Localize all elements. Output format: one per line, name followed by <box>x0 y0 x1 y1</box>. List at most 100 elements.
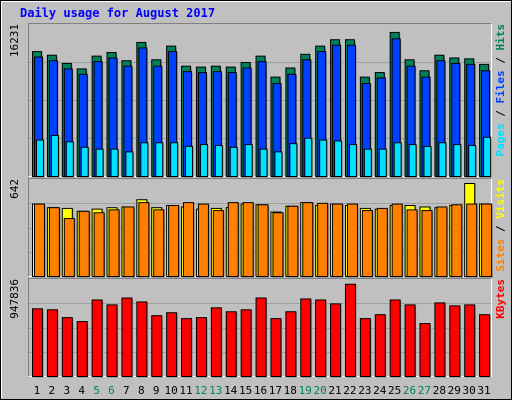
bar-pages-4 <box>80 146 89 178</box>
bar-pages-22 <box>348 144 357 177</box>
bar-kbytes-31 <box>479 314 491 378</box>
bar-pages-12 <box>199 144 208 177</box>
x-tick-label: 5 <box>93 384 100 397</box>
x-tick-label: 23 <box>358 384 371 397</box>
bar-sites-4 <box>78 210 90 277</box>
bar-pages-1 <box>36 139 44 177</box>
panel-kbytes: 947836 KBytes <box>8 278 507 378</box>
bar-pages-18 <box>289 143 298 177</box>
x-tick-label: 9 <box>153 384 160 397</box>
x-tick-label: 14 <box>224 384 238 397</box>
bar-kbytes-18 <box>285 311 297 378</box>
x-tick-label: 13 <box>209 384 222 397</box>
bar-sites-9 <box>153 209 165 277</box>
bar-kbytes-7 <box>121 297 133 377</box>
y-max-label: 947836 <box>8 279 21 319</box>
bar-pages-11 <box>185 145 194 178</box>
bar-pages-23 <box>363 148 372 178</box>
bar-kbytes-29 <box>449 305 461 377</box>
bar-pages-10 <box>170 142 179 177</box>
legend-text: / <box>494 104 507 124</box>
bar-pages-17 <box>274 151 283 178</box>
x-tick-label: 21 <box>328 384 341 397</box>
bar-pages-30 <box>468 144 477 178</box>
bar-kbytes-12 <box>195 317 207 378</box>
bar-sites-3 <box>63 218 75 277</box>
bar-kbytes-6 <box>106 304 118 377</box>
bar-pages-29 <box>453 144 462 177</box>
bar-sites-5 <box>93 212 105 278</box>
bar-sites-2 <box>48 207 60 277</box>
x-tick-label: 30 <box>463 384 476 397</box>
x-tick-label: 16 <box>254 384 267 397</box>
x-tick-label: 28 <box>433 384 446 397</box>
bar-pages-21 <box>334 140 343 177</box>
bar-sites-10 <box>168 205 180 277</box>
bar-pages-13 <box>214 144 223 178</box>
bar-pages-28 <box>438 142 447 177</box>
bar-sites-28 <box>436 206 448 277</box>
x-tick-label: 17 <box>269 384 282 397</box>
legend-text: / <box>494 219 507 239</box>
bar-kbytes-25 <box>389 299 401 377</box>
bar-pages-6 <box>110 148 119 178</box>
series-legend: Pages / Files / Hits <box>494 24 507 157</box>
x-tick-label: 31 <box>477 384 490 397</box>
x-tick-label: 15 <box>239 384 252 397</box>
x-tick-label: 2 <box>49 384 56 397</box>
bar-pages-2 <box>50 134 59 177</box>
x-tick-label: 29 <box>448 384 461 397</box>
bar-kbytes-20 <box>315 299 327 377</box>
bar-sites-1 <box>34 203 45 278</box>
bar-pages-20 <box>319 139 328 177</box>
bar-kbytes-8 <box>136 301 148 378</box>
x-tick-label: 12 <box>194 384 207 397</box>
bar-sites-24 <box>376 207 388 278</box>
chart-title: Daily usage for August 2017 <box>20 6 216 20</box>
x-tick-label: 3 <box>63 384 70 397</box>
bar-sites-27 <box>421 210 433 278</box>
bar-sites-6 <box>108 209 120 277</box>
bar-kbytes-28 <box>434 302 446 377</box>
x-tick-label: 22 <box>343 384 356 397</box>
x-tick-label: 25 <box>388 384 401 397</box>
bar-sites-31 <box>481 203 493 278</box>
bar-kbytes-3 <box>61 317 73 378</box>
bar-kbytes-22 <box>344 283 356 378</box>
legend-text: / <box>494 51 507 71</box>
bar-pages-15 <box>244 144 253 177</box>
bar-kbytes-30 <box>464 304 476 377</box>
bar-kbytes-13 <box>210 307 222 377</box>
x-tick-label: 19 <box>299 384 312 397</box>
legend-text: Hits <box>494 24 507 51</box>
bar-sites-12 <box>197 203 209 278</box>
panel-sites-visits: 642 Sites / Visits <box>8 178 507 278</box>
bar-kbytes-26 <box>404 304 416 377</box>
x-tick-label: 27 <box>418 384 431 397</box>
bar-sites-23 <box>361 210 373 278</box>
bar-kbytes-9 <box>151 315 163 377</box>
bar-pages-27 <box>423 145 432 178</box>
bar-pages-26 <box>408 144 417 177</box>
bar-pages-16 <box>259 148 268 178</box>
bar-kbytes-5 <box>91 299 103 377</box>
x-tick-label: 8 <box>138 384 145 397</box>
bar-kbytes-10 <box>166 312 178 377</box>
x-tick-label: 26 <box>403 384 416 397</box>
bar-sites-17 <box>272 212 284 278</box>
bar-sites-15 <box>242 202 254 277</box>
legend-text: Files <box>494 70 507 103</box>
series-legend: KBytes <box>494 279 507 319</box>
x-tick-label: 4 <box>78 384 85 397</box>
series-legend: Sites / Visits <box>494 179 507 272</box>
bar-kbytes-2 <box>46 309 58 378</box>
bar-kbytes-1 <box>32 308 43 377</box>
x-axis-labels: 1 2 3 4 5 6 7 8 9 10 11 12 13 14 15 16 17 18 19 20 21 22 23 24 2… <box>34 384 491 397</box>
legend-text: Sites <box>494 239 507 272</box>
bar-kbytes-23 <box>359 318 371 377</box>
bar-sites-11 <box>183 202 195 277</box>
bar-sites-20 <box>317 202 329 277</box>
y-max-label: 642 <box>8 179 21 199</box>
